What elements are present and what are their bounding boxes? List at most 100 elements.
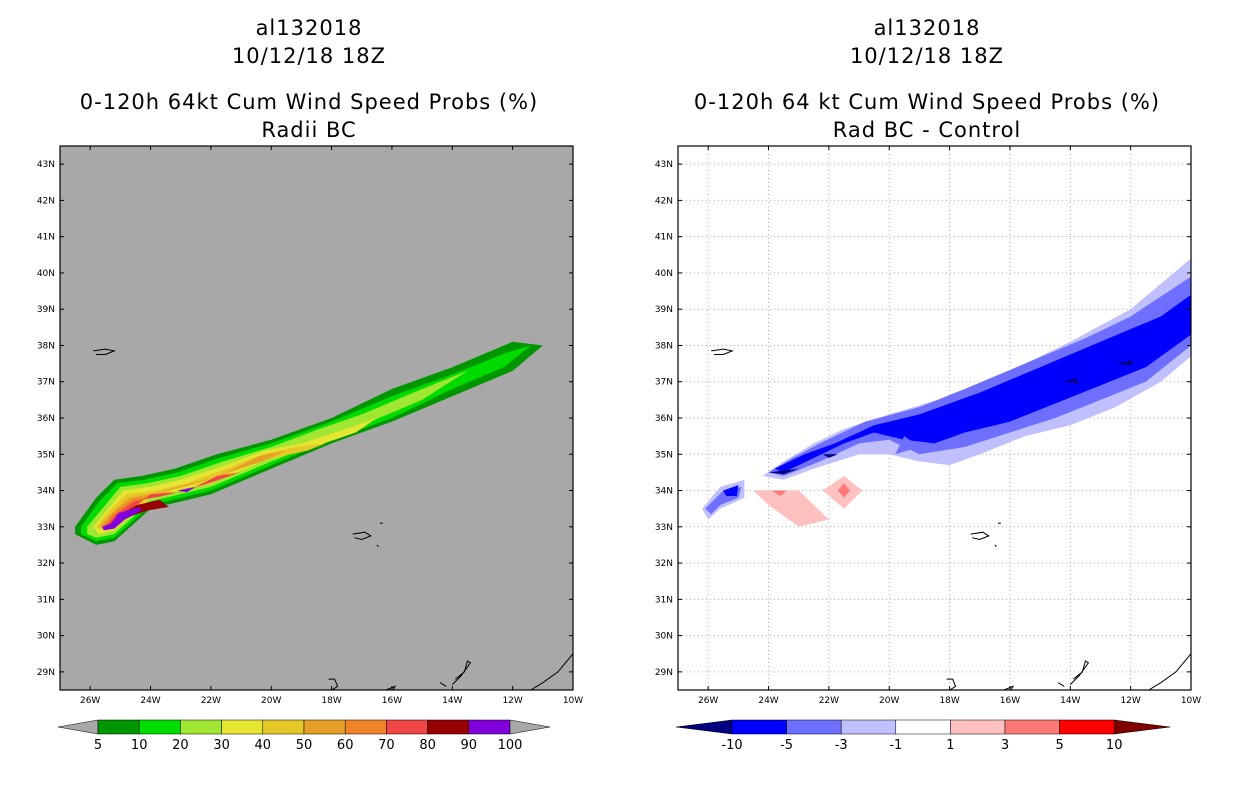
lat-tick-label: 33N bbox=[655, 523, 673, 533]
colorbar-label: 10 bbox=[131, 738, 148, 753]
coastline bbox=[352, 531, 372, 541]
colorbar-swatch bbox=[427, 719, 470, 735]
lat-tick-label: 36N bbox=[37, 414, 55, 424]
lat-tick-label: 38N bbox=[655, 341, 673, 351]
contour-region bbox=[837, 483, 850, 498]
lat-tick-label: 39N bbox=[37, 305, 55, 315]
colorbar-swatch bbox=[786, 719, 842, 735]
lat-tick-label: 31N bbox=[37, 595, 55, 605]
colorbar: 5 10 20 30 40 50 60 70 80 90 100 bbox=[57, 719, 551, 753]
lat-tick-label: 32N bbox=[655, 559, 673, 569]
coastline bbox=[1057, 682, 1065, 687]
lon-tick-label: 22W bbox=[819, 696, 839, 706]
contour-region bbox=[1115, 360, 1134, 366]
lat-tick-label: 36N bbox=[655, 414, 673, 424]
colorbar-swatch bbox=[895, 719, 951, 735]
contour-region bbox=[177, 486, 196, 493]
colorbar-swatch bbox=[950, 719, 1006, 735]
coastline bbox=[530, 653, 573, 690]
difference-map-chart: 43N 42N 41N 40N 39N 38N 37N 36N 35N 34N 33N 32N 31N 3… bbox=[655, 145, 1201, 753]
colorbar-label: 1 bbox=[946, 738, 954, 753]
contour-region bbox=[1064, 378, 1080, 384]
lat-tick-label: 43N bbox=[655, 160, 673, 170]
lon-tick-label: 24W bbox=[140, 696, 160, 706]
colorbar-swatch bbox=[221, 719, 264, 735]
colorbar-swatch bbox=[1059, 719, 1115, 735]
coastline bbox=[994, 544, 997, 548]
colorbar-label: 100 bbox=[498, 738, 523, 753]
lat-tick-label: 39N bbox=[655, 305, 673, 315]
lat-tick-label: 35N bbox=[655, 450, 673, 460]
colorbar-swatch bbox=[468, 719, 511, 735]
lat-tick-label: 41N bbox=[37, 233, 55, 243]
product-title: 0-120h 64kt Cum Wind Speed Probs (%) bbox=[79, 90, 539, 114]
colorbar-swatch bbox=[840, 719, 897, 735]
contour-region bbox=[822, 454, 838, 458]
coastline bbox=[1003, 685, 1015, 690]
lat-tick-label: 29N bbox=[655, 668, 673, 678]
subtitle: Rad BC - Control bbox=[832, 118, 1022, 142]
storm-id-title: al132018 bbox=[873, 16, 981, 40]
lon-tick-label: 20W bbox=[879, 696, 899, 706]
colorbar-label: 5 bbox=[94, 738, 102, 753]
lon-tick-label: 18W bbox=[939, 696, 959, 706]
lat-tick-label: 34N bbox=[655, 487, 673, 497]
colorbar-label: 70 bbox=[378, 738, 395, 753]
contour-region bbox=[102, 506, 142, 531]
colorbar-label: -10 bbox=[721, 738, 742, 753]
lat-tick-label: 37N bbox=[655, 378, 673, 388]
lon-tick-label: 20W bbox=[261, 696, 281, 706]
lat-tick-label: 35N bbox=[37, 450, 55, 460]
colorbar: -10 -5 -3 -1 1 3 5 10 bbox=[675, 719, 1171, 753]
panel-rad-bc-control: al132018 10/12/18 18Z 0-120h 64 kt Cum W… bbox=[618, 0, 1236, 800]
colorbar-label: 3 bbox=[1001, 738, 1009, 753]
colorbar-swatch bbox=[97, 719, 140, 735]
probability-map-chart: 43N 42N 41N 40N 39N 38N 37N 36N 35N 34N 33N 32N 31N 3… bbox=[37, 145, 583, 753]
colorbar-label: 60 bbox=[337, 738, 354, 753]
colorbar-label: 20 bbox=[172, 738, 189, 753]
coastline bbox=[1148, 653, 1191, 690]
coastline bbox=[711, 348, 735, 355]
colorbar-end-left bbox=[675, 719, 733, 735]
lon-tick-label: 14W bbox=[442, 696, 462, 706]
lat-tick-label: 37N bbox=[37, 378, 55, 388]
lon-tick-label: 22W bbox=[201, 696, 221, 706]
lon-tick-label: 26W bbox=[80, 696, 100, 706]
lon-tick-label: 26W bbox=[698, 696, 718, 706]
colorbar-swatch bbox=[138, 719, 181, 735]
date-time-title: 10/12/18 18Z bbox=[231, 44, 387, 68]
lon-tick-label: 10W bbox=[563, 696, 583, 706]
colorbar-swatch bbox=[180, 719, 222, 735]
lon-tick-label: 12W bbox=[502, 696, 522, 706]
coastline bbox=[93, 348, 117, 355]
colorbar-swatch bbox=[731, 719, 787, 735]
contour-region bbox=[895, 436, 920, 455]
lat-tick-label: 30N bbox=[37, 632, 55, 642]
colorbar-label: 5 bbox=[1055, 738, 1063, 753]
lat-tick-label: 38N bbox=[37, 341, 55, 351]
lat-tick-label: 42N bbox=[37, 196, 55, 206]
lon-tick-label: 12W bbox=[1120, 696, 1140, 706]
lon-tick-label: 18W bbox=[321, 696, 341, 706]
contour-region bbox=[108, 499, 169, 527]
lat-tick-label: 30N bbox=[655, 632, 673, 642]
lon-tick-label: 14W bbox=[1060, 696, 1080, 706]
colorbar-end-right bbox=[509, 719, 551, 735]
lat-tick-label: 32N bbox=[37, 559, 55, 569]
coastline bbox=[1069, 660, 1090, 685]
lat-tick-label: 43N bbox=[37, 160, 55, 170]
colorbar-swatch bbox=[386, 719, 428, 735]
lon-tick-label: 16W bbox=[382, 696, 402, 706]
colorbar-label: -5 bbox=[780, 738, 793, 753]
colorbar-label: 40 bbox=[255, 738, 272, 753]
lon-tick-label: 24W bbox=[758, 696, 778, 706]
coastline bbox=[328, 678, 339, 690]
contour-region bbox=[774, 294, 1191, 473]
colorbar-swatch bbox=[303, 719, 346, 735]
colorbar-swatch bbox=[262, 719, 305, 735]
coastline bbox=[439, 682, 447, 687]
colorbar-label: 30 bbox=[213, 738, 230, 753]
colorbar-label: 50 bbox=[296, 738, 313, 753]
coastline bbox=[946, 678, 957, 690]
storm-id-title: al132018 bbox=[255, 16, 363, 40]
